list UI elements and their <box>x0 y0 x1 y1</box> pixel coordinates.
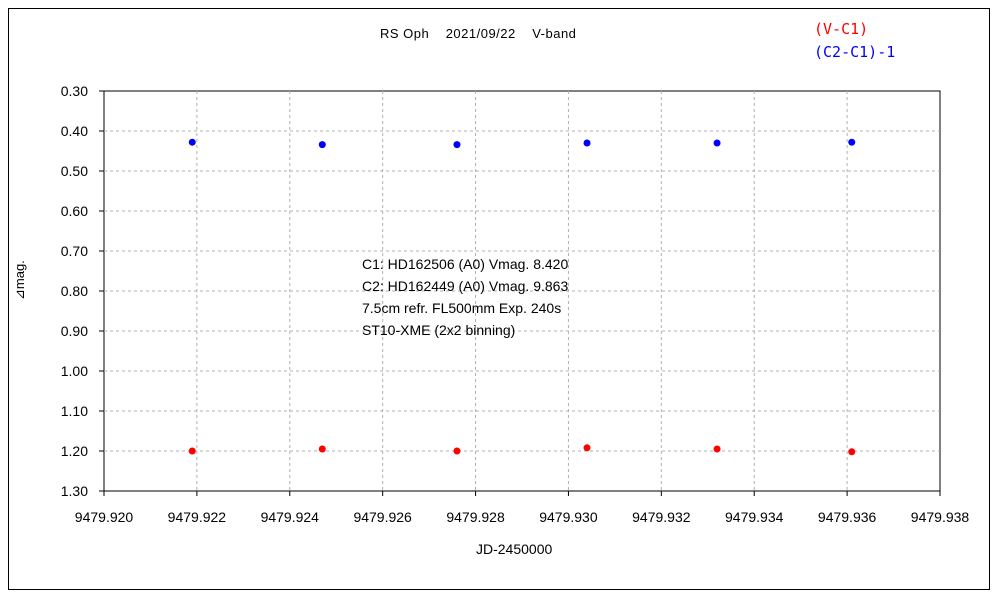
y-tick-label: 0.80 <box>61 283 88 299</box>
data-point-v-c1 <box>188 447 196 455</box>
annotation-c1: C1: HD162506 (A0) Vmag. 8.420 <box>362 256 569 272</box>
data-point-c2-c1 <box>848 138 856 146</box>
y-tick-label: 0.30 <box>61 83 88 99</box>
x-tick-label: 9479.926 <box>353 509 412 525</box>
y-tick-label: 0.60 <box>61 203 88 219</box>
x-tick-label: 9479.932 <box>632 509 691 525</box>
legend-entry-c2-c1: (C2-C1)-1 <box>814 43 896 61</box>
y-tick-label: 1.10 <box>61 403 88 419</box>
x-tick-label: 9479.934 <box>725 509 784 525</box>
y-tick-label: 1.30 <box>61 483 88 499</box>
annotation-c2: C2: HD162449 (A0) Vmag. 9.863 <box>362 278 569 294</box>
x-tick-label: 9479.930 <box>539 509 598 525</box>
x-tick-label: 9479.924 <box>261 509 320 525</box>
data-point-c2-c1 <box>713 139 721 147</box>
data-point-v-c1 <box>318 445 326 453</box>
annotation-camera: ST10-XME (2x2 binning) <box>362 322 516 338</box>
chart-frame <box>8 8 990 590</box>
data-point-c2-c1 <box>318 141 326 149</box>
data-point-c2-c1 <box>583 139 591 147</box>
data-point-v-c1 <box>713 445 721 453</box>
chart-title: RS Oph 2021/09/22 V-band <box>380 26 577 41</box>
y-axis-label: ⊿mag. <box>12 260 27 300</box>
y-tick-label: 1.00 <box>61 363 88 379</box>
x-tick-label: 9479.928 <box>446 509 505 525</box>
data-point-v-c1 <box>453 447 461 455</box>
annotation-telescope: 7.5cm refr. FL500mm Exp. 240s <box>362 300 562 316</box>
x-tick-label: 9479.938 <box>911 509 970 525</box>
x-tick-label: 9479.936 <box>818 509 877 525</box>
data-point-v-c1 <box>848 448 856 456</box>
data-point-c2-c1 <box>188 138 196 146</box>
data-point-c2-c1 <box>453 141 461 149</box>
y-tick-label: 0.90 <box>61 323 88 339</box>
y-tick-label: 0.40 <box>61 123 88 139</box>
y-tick-label: 0.50 <box>61 163 88 179</box>
x-tick-label: 9479.922 <box>168 509 227 525</box>
x-axis-label: JD-2450000 <box>476 541 553 557</box>
y-tick-label: 1.20 <box>61 443 88 459</box>
legend-entry-v-c1: (V-C1) <box>814 20 869 38</box>
data-point-v-c1 <box>583 444 591 452</box>
x-tick-label: 9479.920 <box>75 509 134 525</box>
y-tick-label: 0.70 <box>61 243 88 259</box>
